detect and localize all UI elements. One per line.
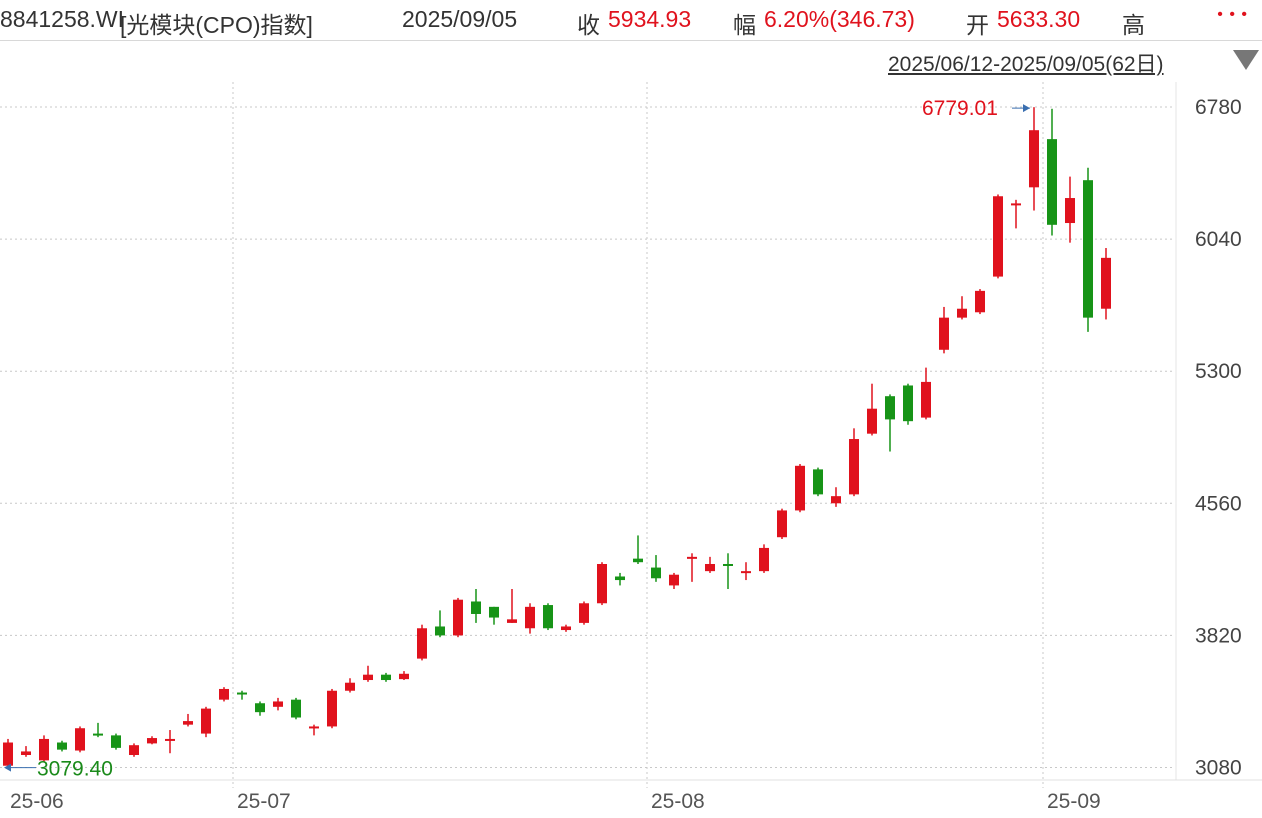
candle-body bbox=[759, 547, 769, 572]
x-tick-label: 25-07 bbox=[237, 790, 291, 813]
date-range-selector[interactable]: 2025/06/12-2025/09/05(62日) bbox=[888, 53, 1164, 76]
dropdown-arrow-icon[interactable] bbox=[1233, 50, 1259, 70]
close-label: 收 bbox=[577, 12, 600, 38]
candle-body bbox=[309, 726, 319, 729]
candle-body bbox=[561, 626, 571, 631]
candle-body bbox=[597, 563, 607, 604]
candle-body bbox=[147, 738, 157, 744]
candle-body bbox=[705, 563, 715, 572]
candle-body bbox=[111, 735, 121, 748]
candle-body bbox=[885, 396, 895, 420]
candle-body bbox=[867, 408, 877, 434]
close-value: 5934.93 bbox=[608, 6, 692, 32]
change-label: 幅 bbox=[733, 12, 756, 38]
y-tick-label: 3820 bbox=[1195, 624, 1242, 647]
candle-body bbox=[129, 745, 139, 756]
candle-body bbox=[579, 603, 589, 623]
min-value-label: 3079.40 bbox=[37, 758, 113, 781]
candle-body bbox=[525, 606, 535, 629]
index-name: [光模块(CPO)指数] bbox=[120, 12, 313, 38]
candle-body bbox=[57, 742, 67, 750]
candle-body bbox=[201, 708, 211, 734]
candle-body bbox=[543, 605, 553, 629]
candle-body bbox=[255, 703, 265, 713]
candle-body bbox=[471, 601, 481, 614]
candle-body bbox=[381, 674, 391, 681]
candle-body bbox=[1065, 198, 1075, 224]
candle-body bbox=[183, 721, 193, 725]
candle-body bbox=[669, 574, 679, 586]
candle-body bbox=[903, 385, 913, 422]
candle-body bbox=[957, 308, 967, 318]
candle-body bbox=[435, 626, 445, 636]
candle-body bbox=[417, 628, 427, 659]
candle-body bbox=[363, 674, 373, 681]
max-arrow-icon bbox=[1023, 104, 1030, 113]
candle-body bbox=[939, 317, 949, 350]
candle-body bbox=[1011, 203, 1021, 206]
more-menu-icon[interactable]: • • • bbox=[1217, 6, 1248, 23]
candle-body bbox=[345, 682, 355, 691]
candle-body bbox=[813, 469, 823, 495]
candle-body bbox=[795, 465, 805, 511]
candle-body bbox=[3, 742, 13, 766]
candle-body bbox=[1083, 180, 1093, 318]
y-tick-label: 6040 bbox=[1195, 228, 1242, 251]
high-label: 高 bbox=[1122, 12, 1145, 38]
candle-body bbox=[327, 690, 337, 727]
y-tick-label: 4560 bbox=[1195, 492, 1242, 515]
candle-body bbox=[39, 738, 49, 761]
candle-body bbox=[489, 606, 499, 618]
candle-body bbox=[21, 751, 31, 756]
candle-body bbox=[849, 439, 859, 495]
candle-body bbox=[507, 619, 517, 623]
candle-body bbox=[1047, 139, 1057, 225]
candle-body bbox=[1029, 130, 1039, 188]
candle-body bbox=[453, 599, 463, 636]
candle-body bbox=[921, 381, 931, 418]
candle-body bbox=[273, 701, 283, 707]
y-tick-label: 3080 bbox=[1195, 757, 1242, 780]
candle-body bbox=[633, 558, 643, 563]
quote-header: 8841258.WI [光模块(CPO)指数] 2025/09/05 收 593… bbox=[0, 0, 1262, 41]
y-tick-label: 6780 bbox=[1195, 96, 1242, 119]
candle-body bbox=[75, 728, 85, 751]
candle-body bbox=[993, 196, 1003, 277]
candle-body bbox=[165, 738, 175, 741]
y-tick-label: 5300 bbox=[1195, 360, 1242, 383]
candle-body bbox=[291, 699, 301, 718]
candle-body bbox=[831, 496, 841, 504]
x-tick-label: 25-08 bbox=[651, 790, 705, 813]
candle-body bbox=[777, 510, 787, 538]
change-value: 6.20%(346.73) bbox=[764, 6, 915, 32]
candle-body bbox=[219, 688, 229, 700]
candle-body bbox=[615, 576, 625, 581]
open-label: 开 bbox=[966, 12, 989, 38]
candle-body bbox=[975, 290, 985, 313]
x-tick-label: 25-06 bbox=[10, 790, 64, 813]
candle-body bbox=[741, 571, 751, 574]
candle-body bbox=[93, 733, 103, 736]
candle-body bbox=[723, 563, 733, 566]
candle-body bbox=[651, 567, 661, 579]
index-code: 8841258.WI bbox=[0, 6, 125, 32]
candle-body bbox=[1101, 257, 1111, 309]
candle-body bbox=[687, 556, 697, 559]
max-value-label: 6779.01 bbox=[922, 97, 998, 120]
candle-body bbox=[399, 673, 409, 680]
open-value: 5633.30 bbox=[997, 6, 1081, 32]
quote-date: 2025/09/05 bbox=[402, 6, 518, 32]
candle-body bbox=[237, 692, 247, 695]
x-tick-label: 25-09 bbox=[1047, 790, 1101, 813]
min-arrow-icon bbox=[4, 763, 11, 772]
